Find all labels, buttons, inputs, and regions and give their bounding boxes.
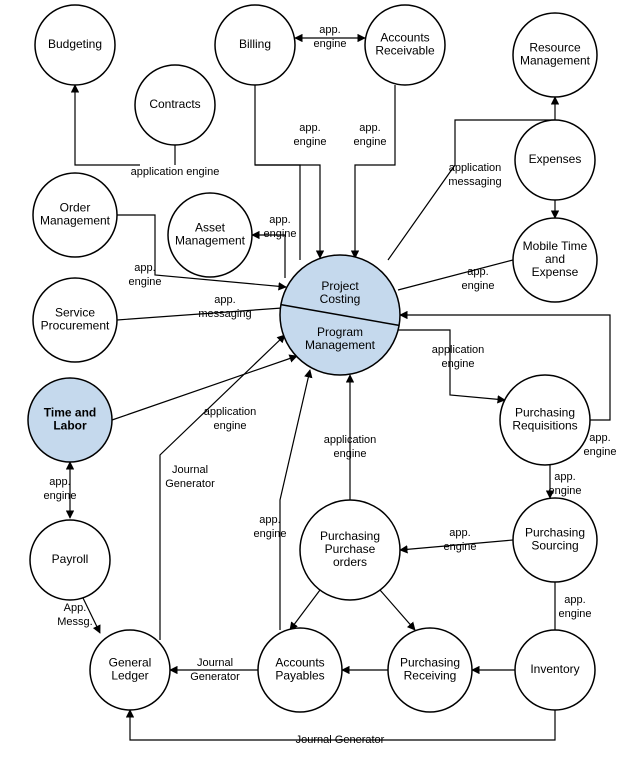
edge-label: Messg. (57, 616, 92, 628)
edge-label: engine (263, 228, 296, 240)
edge-label: engine (128, 276, 161, 288)
node-label: Purchasing (525, 526, 585, 540)
node-label: Expenses (529, 152, 582, 166)
edge-label: messaging (198, 308, 251, 320)
edge-label: Journal (172, 464, 208, 476)
edge (252, 235, 285, 278)
edge-label: messaging (448, 176, 501, 188)
edge-label: app. (589, 432, 610, 444)
node-label: Service (55, 306, 95, 320)
node-label: Receiving (404, 669, 457, 683)
edge (380, 590, 415, 630)
node-label: Ledger (111, 669, 148, 683)
center-top-label: Project (321, 279, 359, 293)
node-label: Time and (44, 406, 96, 420)
node-label: Purchasing (515, 406, 575, 420)
edge-label: engine (558, 608, 591, 620)
node-label: Purchasing (400, 656, 460, 670)
edge-label: app. (467, 266, 488, 278)
edge (398, 260, 513, 290)
edge (280, 370, 310, 630)
edge-label: engine (253, 528, 286, 540)
edge-label: engine (213, 420, 246, 432)
edge-label: engine (443, 541, 476, 553)
edge-label: app. (259, 514, 280, 526)
edge-label: app. (359, 122, 380, 134)
edge-label: app. (554, 471, 575, 483)
edge-label: engine (461, 280, 494, 292)
edge-label: engine (441, 358, 474, 370)
edge-label: App. (64, 602, 87, 614)
edge (290, 590, 320, 630)
node-label: Mobile Time (523, 239, 588, 253)
node-label: Purchasing (320, 529, 380, 543)
node-label: Management (175, 234, 246, 248)
edge-label: engine (353, 136, 386, 148)
node-label: Order (60, 201, 91, 215)
edge-label: engine (293, 136, 326, 148)
node-label: Resource (529, 41, 581, 55)
node-label: Expense (532, 265, 579, 279)
edge-label: engine (583, 446, 616, 458)
node-label: General (109, 656, 152, 670)
edge-label: app. (49, 476, 70, 488)
edge-label: application (432, 344, 485, 356)
edge-label: app. (319, 24, 340, 36)
node-label: Inventory (530, 662, 579, 676)
node-label: Asset (195, 221, 226, 235)
node-label: and (545, 252, 565, 266)
edge-label: engine (548, 485, 581, 497)
node-label: Management (40, 214, 111, 228)
edge-label: application engine (131, 166, 220, 178)
node-label: Management (520, 54, 591, 68)
edge-label: application (449, 162, 502, 174)
node-label: Receivable (375, 44, 435, 58)
edge-label: application (324, 434, 377, 446)
edge (75, 85, 140, 165)
node-label: Procurement (41, 319, 110, 333)
edge-label: application (204, 406, 257, 418)
node-label: Purchase (325, 542, 376, 556)
edge-label: Journal Generator (296, 734, 385, 746)
edge-label: app. (564, 594, 585, 606)
edge-label: app. (269, 214, 290, 226)
node-label: Requisitions (512, 419, 577, 433)
node-label: Accounts (275, 656, 324, 670)
diagram-canvas: application engine app. engine app. engine ap… (0, 0, 627, 759)
node-label: Payables (275, 669, 324, 683)
edge-label: app. (449, 527, 470, 539)
edge-label: app. (134, 262, 155, 274)
node-label: Payroll (52, 552, 89, 566)
center-bottom-label: Management (305, 338, 376, 352)
center-top-label: Costing (320, 292, 361, 306)
node-label: orders (333, 555, 367, 569)
edge-label: engine (43, 490, 76, 502)
node-label: Accounts (380, 31, 429, 45)
edge-label: Generator (165, 478, 215, 490)
edge-label: engine (313, 38, 346, 50)
node-label: Sourcing (531, 539, 578, 553)
node-label: Billing (239, 37, 271, 51)
edge-label: app. (214, 294, 235, 306)
edge-label: Generator (190, 671, 240, 683)
edge-label: engine (333, 448, 366, 460)
edge-label: Journal (197, 657, 233, 669)
edge-label: app. (299, 122, 320, 134)
center-bottom-label: Program (317, 325, 363, 339)
edge (355, 85, 395, 258)
node-label: Labor (53, 419, 87, 433)
node-label: Contracts (149, 97, 200, 111)
node-label: Budgeting (48, 37, 102, 51)
edge (255, 165, 320, 258)
